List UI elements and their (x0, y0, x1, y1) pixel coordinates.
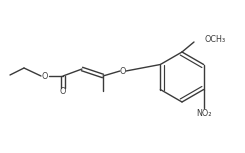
Text: O: O (120, 67, 126, 75)
Text: O: O (42, 71, 48, 80)
Text: OCH₃: OCH₃ (204, 34, 225, 43)
Text: O: O (60, 88, 66, 97)
Text: NO₂: NO₂ (196, 109, 211, 118)
